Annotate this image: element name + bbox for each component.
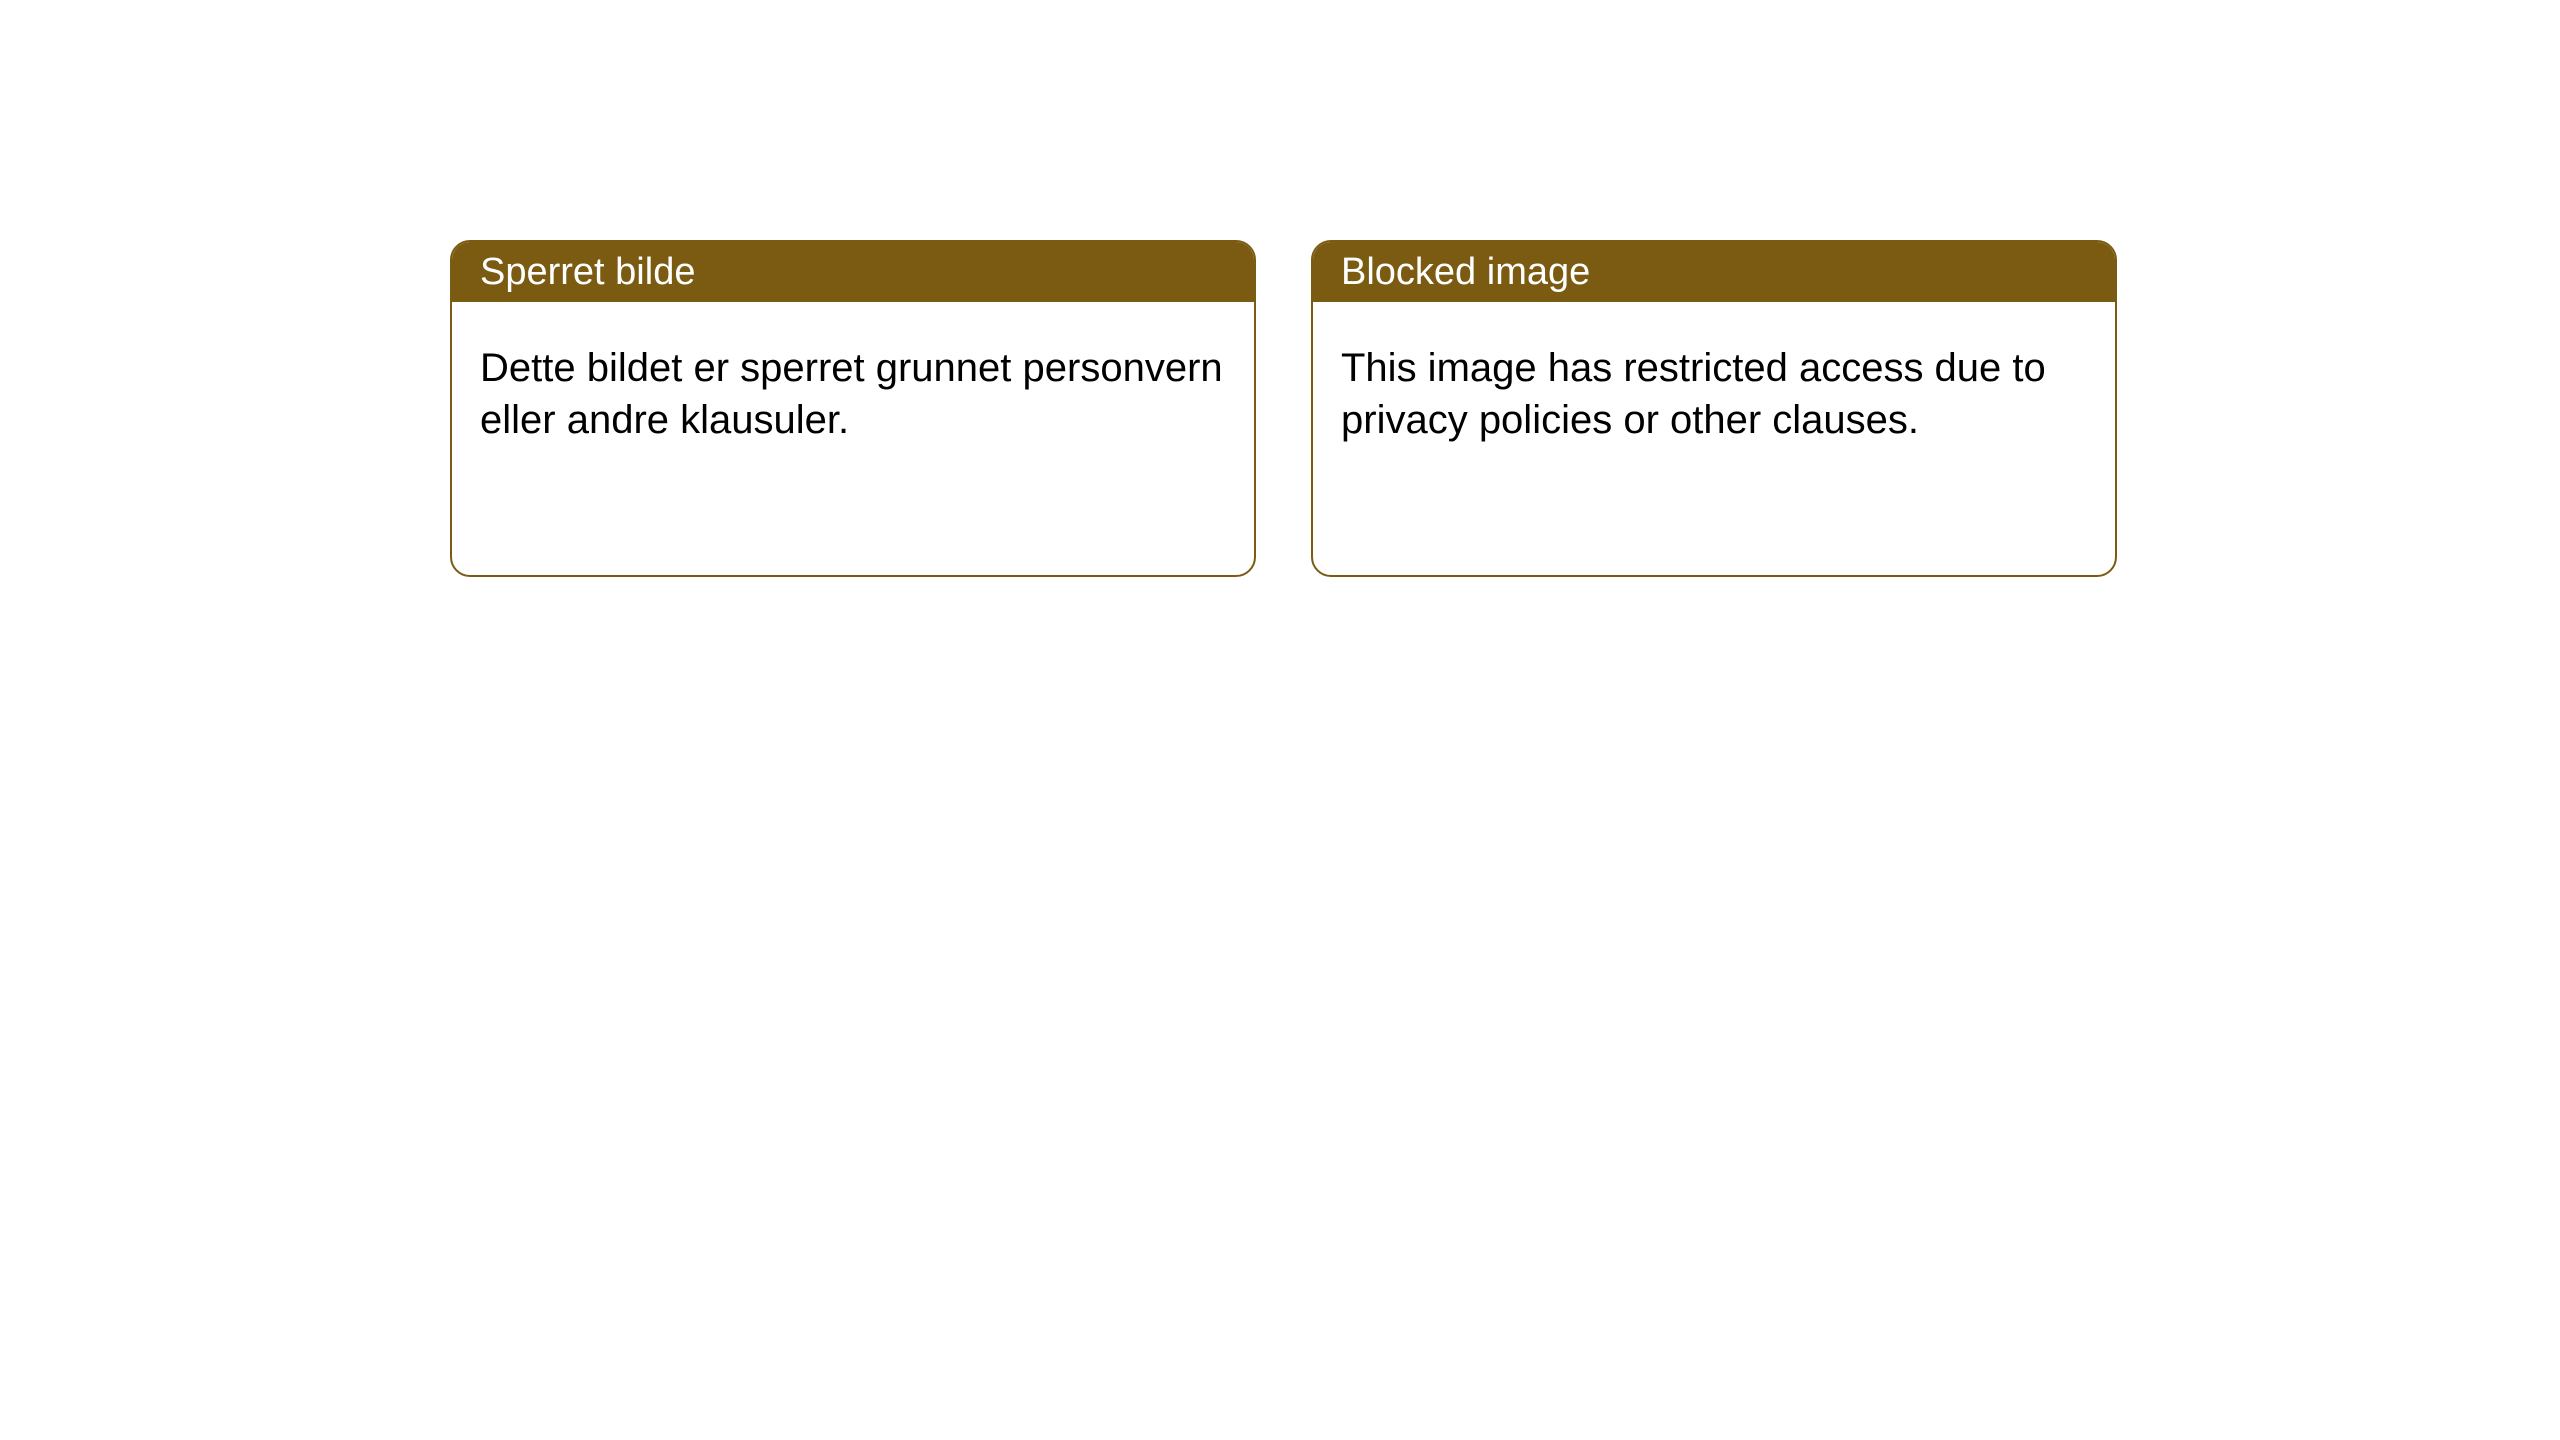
card-body-text: This image has restricted access due to … [1341,346,2046,442]
card-body: Dette bildet er sperret grunnet personve… [452,302,1254,486]
card-title: Blocked image [1341,251,1590,294]
card-header: Sperret bilde [452,242,1254,302]
notice-cards-container: Sperret bilde Dette bildet er sperret gr… [450,240,2117,577]
card-body-text: Dette bildet er sperret grunnet personve… [480,346,1223,442]
card-title: Sperret bilde [480,251,695,294]
notice-card-english: Blocked image This image has restricted … [1311,240,2117,577]
card-body: This image has restricted access due to … [1313,302,2115,486]
notice-card-norwegian: Sperret bilde Dette bildet er sperret gr… [450,240,1256,577]
card-header: Blocked image [1313,242,2115,302]
